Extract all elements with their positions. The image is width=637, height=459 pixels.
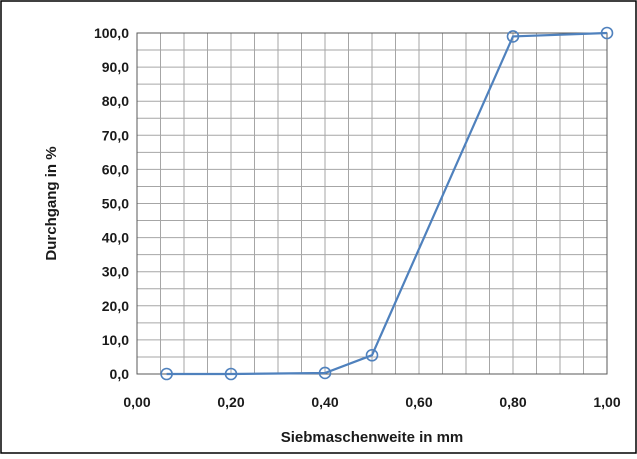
x-tick-label: 0,60 xyxy=(405,394,432,410)
series-line xyxy=(166,31,608,376)
y-tick-label: 10,0 xyxy=(102,332,129,348)
data-point-marker xyxy=(224,367,238,381)
gridlines xyxy=(136,32,608,375)
data-point-marker xyxy=(365,348,379,362)
y-tick-label: 40,0 xyxy=(102,230,129,246)
x-tick-label: 0,20 xyxy=(217,394,244,410)
y-tick-label: 0,0 xyxy=(110,366,130,382)
y-tick-label: 50,0 xyxy=(102,196,129,212)
x-tick-label: 0,00 xyxy=(123,394,150,410)
plot-area-frame xyxy=(136,32,608,375)
data-point-marker xyxy=(600,26,614,40)
series-markers xyxy=(160,26,614,381)
y-tick-label: 100,0 xyxy=(94,25,129,41)
y-tick-label: 70,0 xyxy=(102,127,129,143)
y-axis-title: Durchgang in % xyxy=(43,146,60,260)
x-axis-title: Siebmaschenweite in mm xyxy=(281,429,464,446)
x-tick-labels: 0,00 0,20 0,40 0,60 0,80 1,00 xyxy=(123,394,620,410)
data-point-marker xyxy=(506,30,520,43)
y-tick-labels: 0,0 10,0 20,0 30,0 40,0 50,0 60,0 70,0 80,0 90,0 1… xyxy=(94,25,129,382)
x-tick-label: 0,80 xyxy=(499,394,526,410)
y-tick-label: 30,0 xyxy=(102,264,129,280)
data-point-marker xyxy=(318,366,332,380)
x-tick-label: 0,40 xyxy=(311,394,338,410)
y-tick-label: 90,0 xyxy=(102,59,129,75)
data-point-marker xyxy=(160,367,173,381)
x-tick-label: 1,00 xyxy=(593,394,620,410)
y-tick-label: 80,0 xyxy=(102,93,129,109)
y-tick-label: 60,0 xyxy=(102,161,129,177)
y-tick-label: 20,0 xyxy=(102,298,129,314)
